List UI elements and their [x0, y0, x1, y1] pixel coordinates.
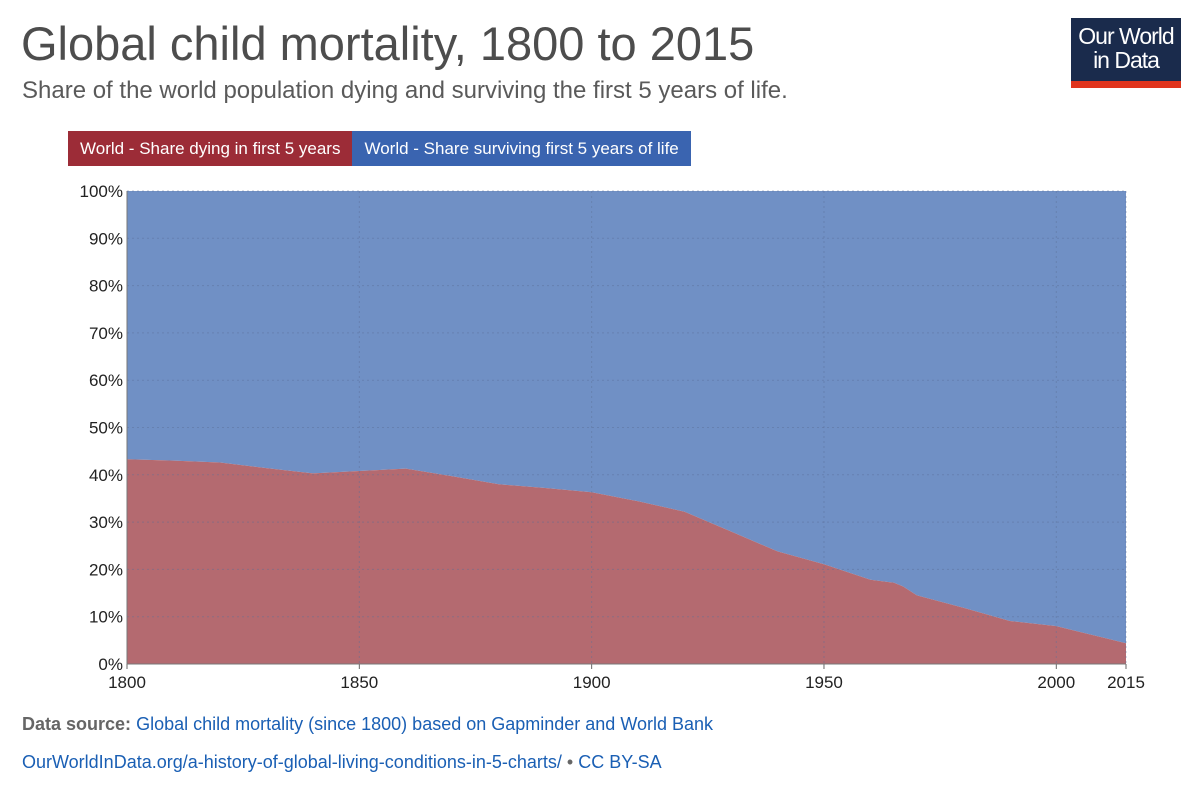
logo-accent-bar	[1071, 81, 1181, 88]
legend-item-surviving[interactable]: World - Share surviving first 5 years of…	[352, 131, 691, 166]
x-tick-label: 1850	[340, 673, 378, 692]
chart-legend: World - Share dying in first 5 years Wor…	[68, 131, 691, 166]
chart-title: Global child mortality, 1800 to 2015	[21, 17, 755, 70]
data-source-line: Data source: Global child mortality (sin…	[22, 714, 713, 735]
logo-text-line1: Our World	[1078, 23, 1174, 49]
owid-logo[interactable]: Our World in Data	[1071, 18, 1181, 88]
article-url-link[interactable]: OurWorldInData.org/a-history-of-global-l…	[22, 752, 562, 772]
y-tick-label: 0%	[98, 655, 123, 674]
data-source-link[interactable]: Global child mortality (since 1800) base…	[136, 714, 714, 734]
data-source-label: Data source:	[22, 714, 132, 734]
footer-separator: •	[566, 752, 574, 772]
y-tick-label: 50%	[89, 419, 123, 438]
x-tick-label: 1900	[573, 673, 611, 692]
y-tick-label: 40%	[89, 466, 123, 485]
y-tick-label: 90%	[89, 229, 123, 248]
x-tick-label: 2015	[1107, 673, 1145, 692]
x-tick-label: 1950	[805, 673, 843, 692]
y-tick-label: 20%	[89, 560, 123, 579]
y-tick-label: 100%	[80, 182, 123, 201]
legend-item-dying[interactable]: World - Share dying in first 5 years	[68, 131, 353, 166]
x-tick-label: 2000	[1037, 673, 1075, 692]
y-tick-label: 30%	[89, 513, 123, 532]
chart-subtitle: Share of the world population dying and …	[22, 77, 788, 104]
series-area-dying	[127, 459, 1126, 664]
x-tick-label: 1800	[108, 673, 146, 692]
logo-text-line2: in Data	[1093, 47, 1160, 73]
y-tick-label: 60%	[89, 371, 123, 390]
y-tick-label: 10%	[89, 608, 123, 627]
url-line: OurWorldInData.org/a-history-of-global-l…	[22, 752, 662, 773]
license-link[interactable]: CC BY-SA	[578, 752, 662, 772]
series-area-surviving	[127, 191, 1126, 644]
y-tick-label: 80%	[89, 277, 123, 296]
y-tick-label: 70%	[89, 324, 123, 343]
